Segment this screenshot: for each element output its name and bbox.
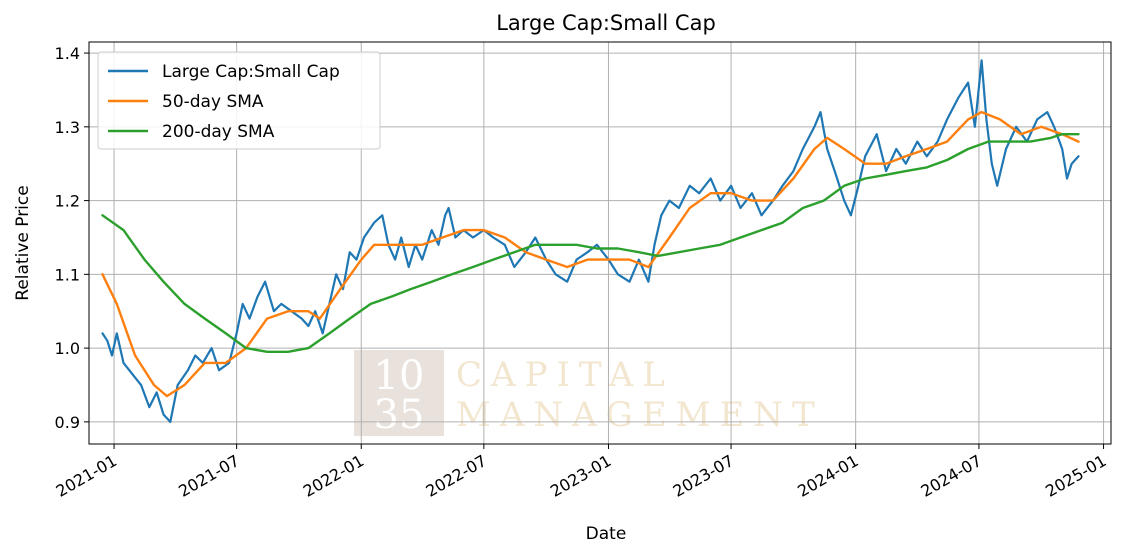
sma-200-series-line [101, 133, 1080, 353]
legend-entry-ratio: Large Cap:Small Cap [162, 62, 340, 82]
y-tick-label: 1.0 [55, 339, 80, 358]
chart-title: Large Cap:Small Cap [496, 11, 716, 35]
y-tick-label: 1.3 [55, 118, 80, 137]
y-tick-label: 1.2 [55, 192, 80, 211]
legend-entry-sma-50: 50-day SMA [162, 92, 264, 112]
legend-box [97, 51, 381, 150]
watermark-number-top: 10 [374, 353, 425, 399]
series-layer [101, 59, 1080, 423]
sma-50-series-line [101, 110, 1080, 398]
watermark: 10 35 CAPITAL MANAGEMENT [354, 350, 824, 438]
grid [89, 42, 1111, 444]
y-tick-label: 0.9 [55, 413, 80, 432]
y-axis-label: Relative Price [13, 185, 33, 300]
watermark-number-bottom: 35 [374, 392, 425, 438]
watermark-line2: MANAGEMENT [456, 395, 824, 435]
y-axis: 0.9 1.0 1.1 1.2 1.3 1.4 [55, 44, 89, 432]
watermark-line1: CAPITAL [456, 355, 674, 395]
x-axis-label: Date [586, 524, 627, 544]
legend: Large Cap:Small Cap 50-day SMA 200-day SMA [97, 51, 381, 150]
ratio-series-line [101, 59, 1080, 423]
plot-frame [88, 41, 1112, 445]
y-tick-label: 1.1 [55, 265, 80, 284]
y-tick-label: 1.4 [55, 44, 80, 63]
legend-entry-sma-200: 200-day SMA [162, 122, 275, 142]
